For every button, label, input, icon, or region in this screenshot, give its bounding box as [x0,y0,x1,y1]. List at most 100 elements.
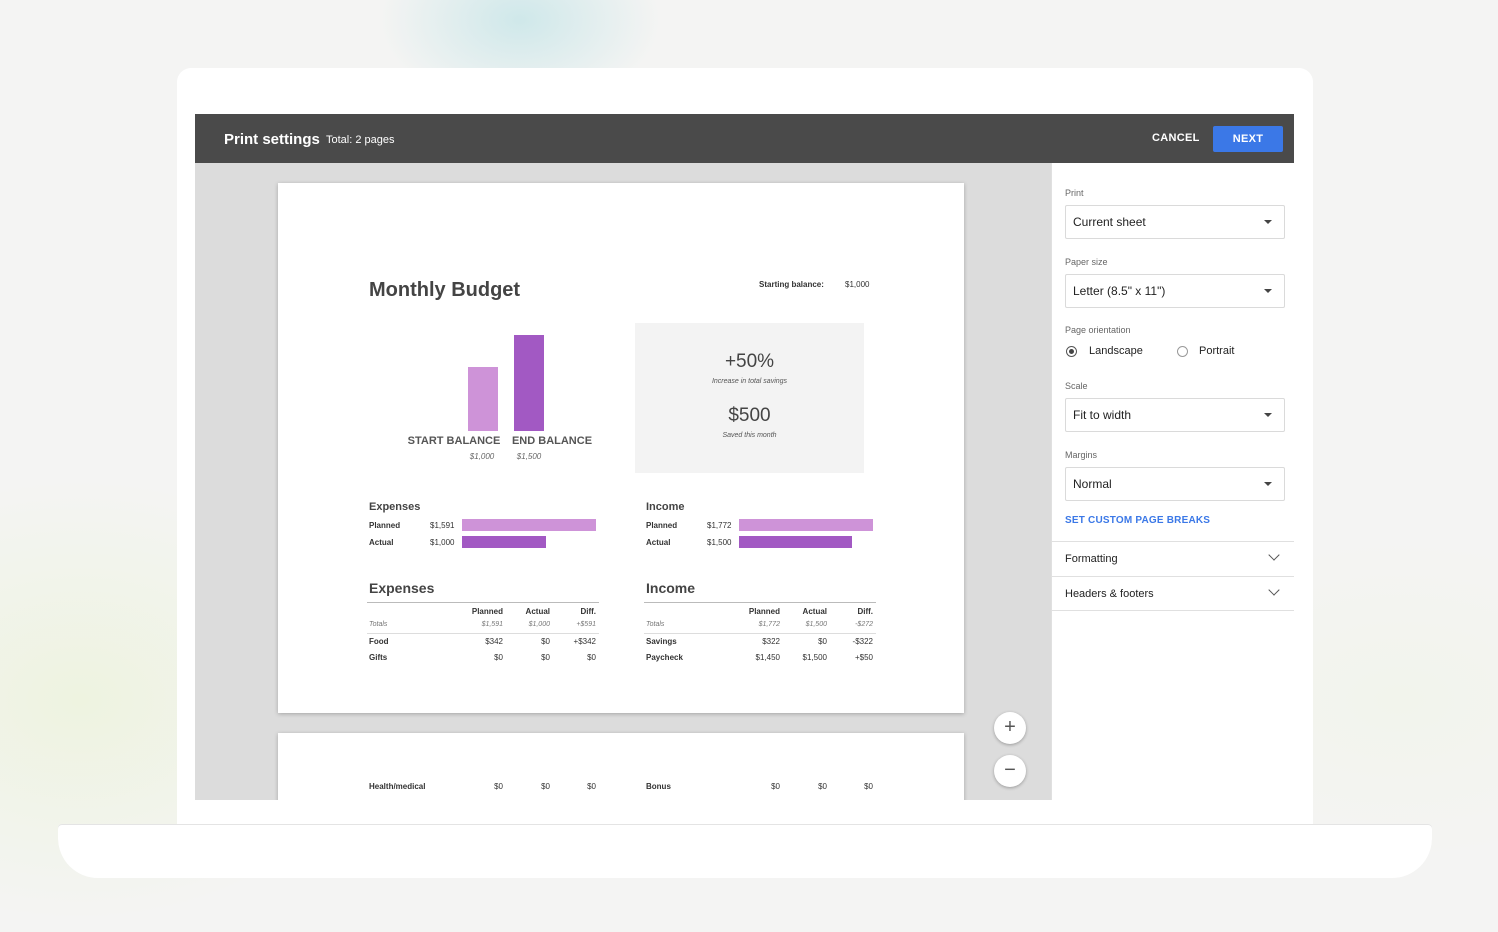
settings-panel: Print Current sheet Paper size Letter (8… [1051,163,1294,800]
table-cell: $0 [587,782,596,791]
custom-page-breaks-link[interactable]: SET CUSTOM PAGE BREAKS [1065,515,1211,526]
expenses-col-planned: Planned [471,607,503,616]
divider [644,602,876,603]
expenses-totals-label: Totals [369,621,388,628]
start-balance-value: $1,000 [469,452,495,461]
income-actual-bar [739,536,852,548]
print-label: Print [1065,188,1084,198]
starting-balance-value: $1,000 [845,280,870,289]
headers-footers-section[interactable]: Headers & footers [1052,576,1294,611]
landscape-radio[interactable] [1066,346,1077,357]
dropdown-arrow-icon [1264,482,1272,486]
chevron-down-icon [1268,584,1280,596]
headers-footers-label: Headers & footers [1065,588,1154,600]
dialog-title: Print settings [224,131,320,148]
table-cell: $0 [494,782,503,791]
table-cell: $342 [485,637,503,646]
report-title: Monthly Budget [369,279,521,301]
expenses-actual-amount: $1,000 [430,538,455,547]
income-table-heading: Income [646,580,696,596]
table-cell: -$322 [852,637,873,646]
formatting-section[interactable]: Formatting [1052,541,1294,576]
income-actual-amount: $1,500 [707,538,732,547]
dropdown-arrow-icon [1264,413,1272,417]
page-count: Total: 2 pages [326,134,395,146]
table-cell: +$342 [573,637,596,646]
laptop-base [58,824,1432,878]
expenses-table-heading: Expenses [369,580,435,596]
income-planned-bar [739,519,873,531]
paper-size-value: Letter (8.5" x 11") [1073,284,1166,298]
starting-balance-label: Starting balance: [759,280,824,289]
table-cell: $1,450 [755,653,780,662]
expenses-col-diff: Diff. [580,607,596,616]
divider [644,633,876,634]
end-balance-label: END BALANCE [511,435,593,447]
end-balance-bar [514,335,544,431]
print-settings-dialog: Print settings Total: 2 pages CANCEL NEX… [195,114,1294,800]
table-cell: $0 [587,653,596,662]
savings-increase-percent: +50% [724,351,775,372]
expenses-actual-label: Actual [369,538,394,547]
paper-size-select[interactable]: Letter (8.5" x 11") [1065,274,1285,308]
table-cell: $1,591 [481,621,503,628]
income-planned-amount: $1,772 [707,521,732,530]
table-cell: $0 [864,782,873,791]
table-cell: $0 [818,782,827,791]
zoom-in-button[interactable]: + [994,712,1026,744]
table-cell: +$591 [576,621,596,628]
divider [1052,610,1294,611]
income-col-diff: Diff. [857,607,873,616]
print-preview[interactable]: Monthly Budget Starting balance: $1,000 … [195,163,1051,800]
print-select-value: Current sheet [1073,215,1146,229]
portrait-label[interactable]: Portrait [1199,345,1235,357]
table-cell: -$272 [855,621,873,628]
next-button[interactable]: NEXT [1213,126,1283,152]
start-balance-label: START BALANCE [407,435,501,447]
table-cell: $0 [541,782,550,791]
table-row-label: Savings [646,637,677,646]
table-cell: $0 [541,637,550,646]
margins-label: Margins [1065,450,1098,460]
dropdown-arrow-icon [1264,220,1272,224]
expenses-planned-label: Planned [369,521,401,530]
table-cell: $0 [771,782,780,791]
expenses-col-actual: Actual [525,607,550,616]
divider [367,633,599,634]
table-row-label: Gifts [369,653,388,662]
dialog-header: Print settings Total: 2 pages CANCEL NEX… [195,114,1294,163]
table-cell: $1,500 [802,653,827,662]
margins-select[interactable]: Normal [1065,467,1285,501]
cancel-button[interactable]: CANCEL [1152,132,1200,144]
table-row-label: Bonus [646,782,671,791]
table-cell: $322 [762,637,780,646]
table-cell: $0 [818,637,827,646]
end-balance-value: $1,500 [516,452,542,461]
income-col-planned: Planned [748,607,780,616]
formatting-label: Formatting [1065,553,1118,565]
paper-size-label: Paper size [1065,257,1108,267]
income-summary-heading: Income [646,501,685,513]
table-cell: $0 [541,653,550,662]
zoom-out-button[interactable]: − [994,755,1026,787]
portrait-radio[interactable] [1177,346,1188,357]
saved-amount: $500 [728,405,771,426]
divider [367,602,599,603]
chevron-down-icon [1268,549,1280,561]
table-row-label: Health/medical [369,782,426,791]
landscape-label[interactable]: Landscape [1089,345,1143,357]
table-row-label: Food [369,637,389,646]
expenses-planned-amount: $1,591 [430,521,455,530]
preview-page-2: Health/medical $0 $0 $0 Bonus $0 $0 $0 [278,733,964,800]
savings-increase-caption: Increase in total savings [711,378,788,385]
orientation-label: Page orientation [1065,325,1131,335]
start-balance-bar [468,367,498,431]
income-col-actual: Actual [802,607,827,616]
margins-value: Normal [1073,477,1112,491]
expenses-actual-bar [462,536,546,548]
table-cell: $1,000 [528,621,550,628]
expenses-planned-bar [462,519,596,531]
preview-page-1: Monthly Budget Starting balance: $1,000 … [278,183,964,713]
scale-select[interactable]: Fit to width [1065,398,1285,432]
print-select[interactable]: Current sheet [1065,205,1285,239]
